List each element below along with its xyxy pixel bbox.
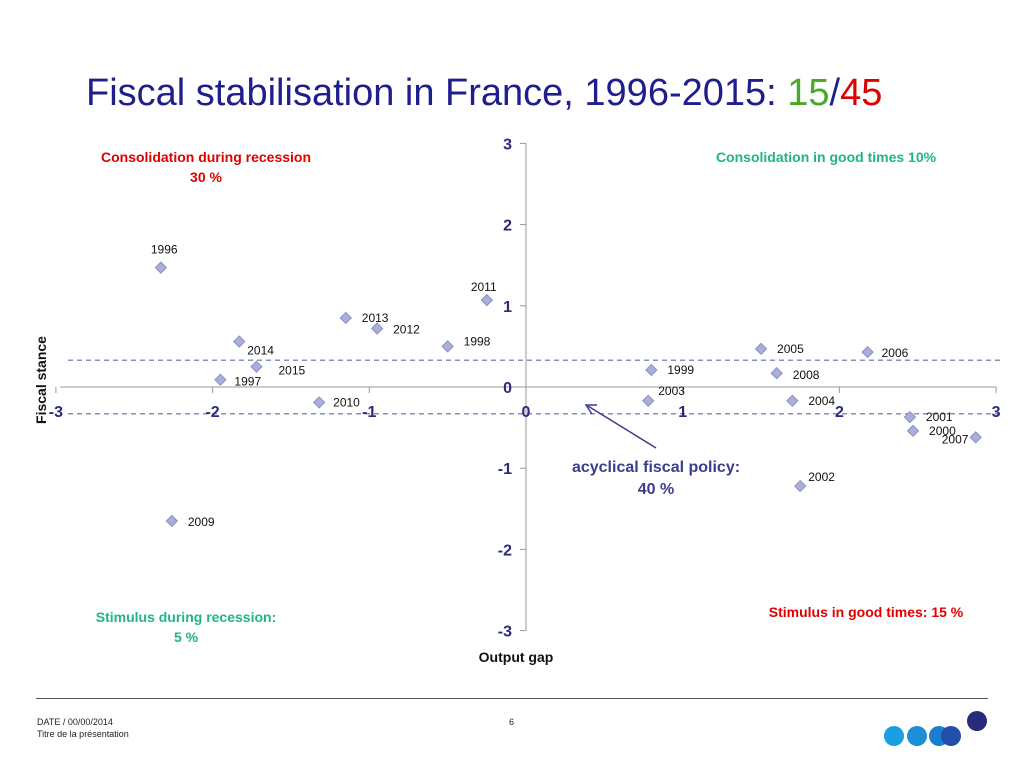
y-tick-label: 0 xyxy=(503,380,512,397)
scatter-chart: -3 -2 -1 0 1 2 3 3 2 1 0 -1 -2 -3 Output gap Fiscal sta… xyxy=(33,136,1004,665)
data-point-2003 xyxy=(642,394,655,408)
x-tick-label: 3 xyxy=(992,404,1001,421)
data-point-label: 2001 xyxy=(926,410,953,424)
x-tick-label: -1 xyxy=(362,404,376,421)
data-point-2005 xyxy=(754,342,768,356)
data-point-2002 xyxy=(794,479,807,493)
data-point-1999 xyxy=(645,363,658,377)
data-point-2012 xyxy=(370,322,384,335)
data-point-label: 2013 xyxy=(362,311,389,325)
data-point-2001 xyxy=(903,410,917,424)
page-number: 6 xyxy=(509,717,515,727)
slide-title-slash: / xyxy=(829,72,841,114)
data-point-label: 1997 xyxy=(234,375,261,389)
annotation-consolidation-good: Consolidation in good times 10% xyxy=(716,149,937,165)
data-point-2006 xyxy=(861,345,874,359)
data-point-2007 xyxy=(969,431,982,444)
y-tick-label: -1 xyxy=(498,461,512,478)
y-axis-label: Fiscal stance xyxy=(33,336,49,424)
data-point-label: 2005 xyxy=(777,342,804,356)
data-point-2004 xyxy=(786,394,799,408)
slide-title-text: Fiscal stabilisation in France, 1996-201… xyxy=(86,72,788,114)
x-tick-label: -3 xyxy=(49,404,63,421)
data-point-label: 1998 xyxy=(464,334,491,348)
y-tick-label: -2 xyxy=(498,542,512,559)
annotation-arrow-head xyxy=(584,404,597,415)
data-point-2008 xyxy=(770,366,783,380)
data-point-label: 2000 xyxy=(929,424,956,438)
annotation-acyclical-pct: 40 % xyxy=(638,481,674,498)
x-tick-label: -2 xyxy=(205,404,219,421)
data-point-label: 1996 xyxy=(151,243,178,257)
x-axis-label: Output gap xyxy=(479,649,554,665)
annotation-consolidation-recession-pct: 30 % xyxy=(190,169,222,185)
slide-title-num1: 15 xyxy=(787,72,830,114)
data-point-2000 xyxy=(906,424,920,438)
data-point-2011 xyxy=(480,293,494,307)
y-tick-label: -3 xyxy=(498,624,512,641)
y-tick-label: 3 xyxy=(503,136,512,153)
data-point-2014 xyxy=(233,335,246,348)
y-tick-label: 2 xyxy=(503,218,512,235)
data-point-1998 xyxy=(441,340,454,353)
data-point-label: 2010 xyxy=(333,395,360,409)
slide-title-num2: 45 xyxy=(840,72,883,114)
data-point-label: 2014 xyxy=(247,344,274,358)
data-point-2010 xyxy=(312,396,326,409)
data-point-label: 2012 xyxy=(393,323,420,337)
slide-title: Fiscal stabilisation in France, 1996-201… xyxy=(86,74,882,112)
x-tick-label: 0 xyxy=(522,404,531,421)
annotation-stimulus-recession: Stimulus during recession: xyxy=(96,609,276,625)
footer-date: DATE / 00/00/2014 xyxy=(37,717,113,727)
annotation-stimulus-recession-pct: 5 % xyxy=(174,629,199,645)
data-point-label: 2011 xyxy=(471,280,497,294)
data-point-label: 2004 xyxy=(808,394,835,408)
data-point-label: 2007 xyxy=(942,432,969,446)
data-point-label: 2015 xyxy=(278,364,305,378)
footer-divider xyxy=(36,698,988,699)
annotation-acyclical: acyclical fiscal policy: xyxy=(572,459,740,476)
annotation-consolidation-recession: Consolidation during recession xyxy=(101,149,311,165)
data-point-label: 2003 xyxy=(658,384,685,398)
data-point-label: 1999 xyxy=(667,363,694,377)
annotation-arrow-line xyxy=(587,405,657,449)
data-point-label: 2008 xyxy=(793,368,820,382)
data-point-label: 2006 xyxy=(882,346,909,360)
data-point-label: 2002 xyxy=(808,470,835,484)
footer-subtitle: Titre de la présentation xyxy=(37,729,129,739)
data-point-label: 2009 xyxy=(188,515,215,529)
data-point-1996 xyxy=(154,261,168,274)
data-point-2013 xyxy=(339,311,353,325)
data-point-2009 xyxy=(165,514,179,528)
x-tick-label: 2 xyxy=(835,404,844,421)
x-tick-label: 1 xyxy=(678,404,687,421)
data-point-1997 xyxy=(214,373,227,386)
annotation-stimulus-good: Stimulus in good times: 15 % xyxy=(769,604,964,620)
y-tick-label: 1 xyxy=(503,299,512,316)
data-point-2015 xyxy=(250,360,263,373)
